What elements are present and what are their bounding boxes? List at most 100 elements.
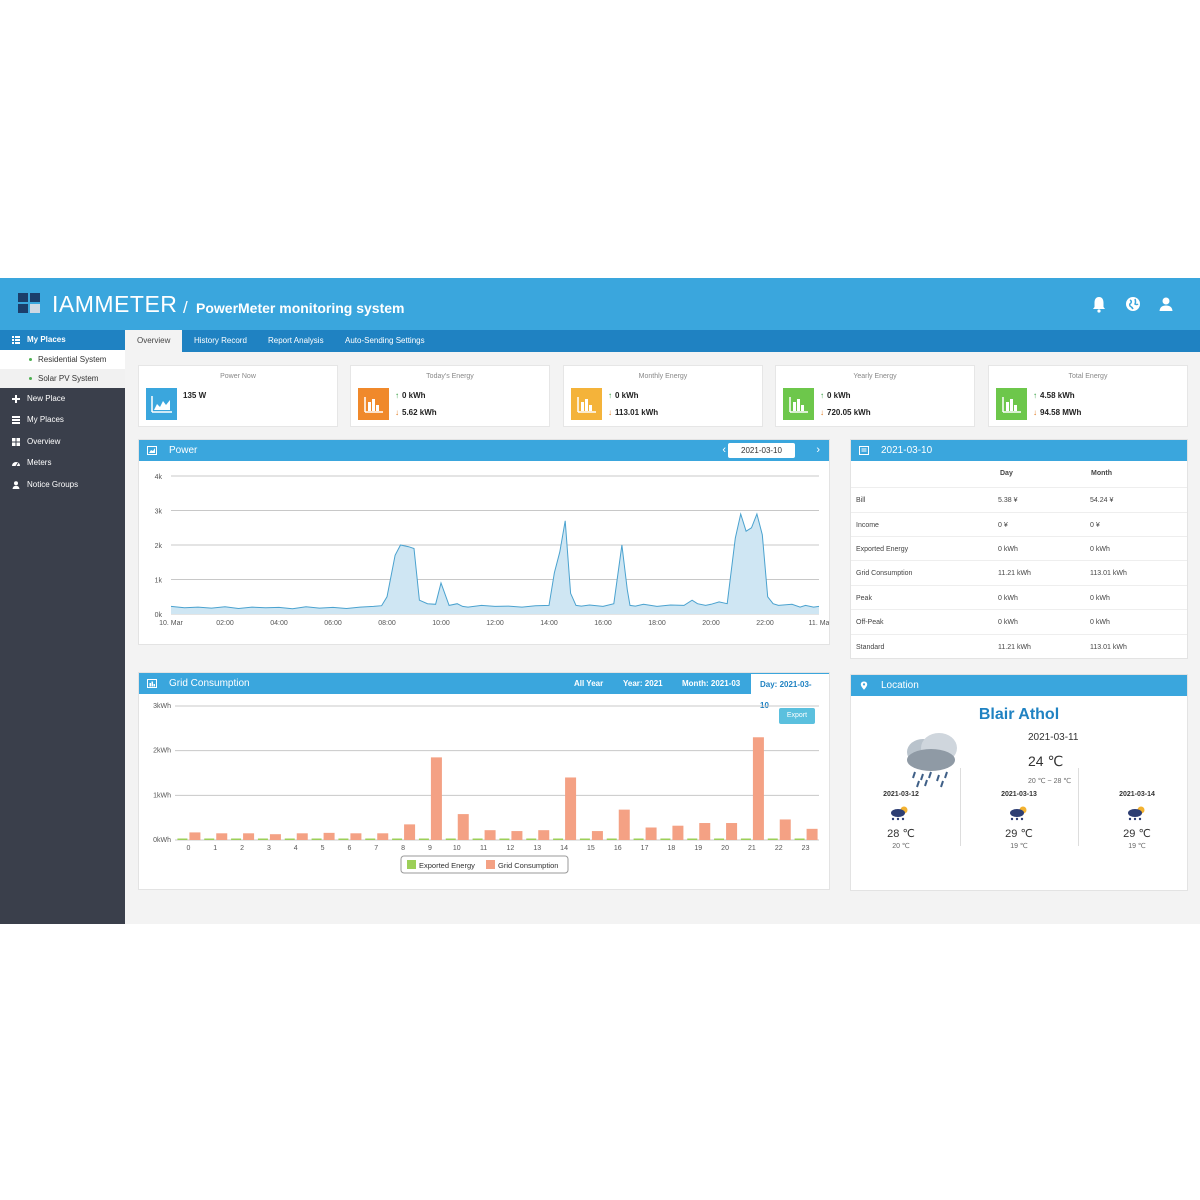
server-icon <box>12 416 20 424</box>
x-tick-label: 16:00 <box>594 620 612 627</box>
top-header: IAMMETER / PowerMeter monitoring system <box>0 278 1200 330</box>
forecast-low: 19 ℃ <box>1128 843 1146 850</box>
bell-icon[interactable] <box>1090 295 1108 313</box>
card-title: Total Energy <box>1068 373 1108 380</box>
sidebar-item-label: My Places <box>27 335 66 344</box>
bar-grid-consumption <box>752 737 764 840</box>
row-month: 54.24 ¥ <box>1090 497 1114 504</box>
brand-name: IAMMETER <box>52 291 178 317</box>
arrow-up-icon: ↑ <box>608 391 612 400</box>
sidebar-item-meters[interactable]: Meters <box>0 453 125 473</box>
tab-history-record[interactable]: History Record <box>194 336 247 345</box>
bar-exported-energy <box>687 838 698 840</box>
bar-exported-energy <box>499 838 510 840</box>
bar-exported-energy <box>714 838 725 840</box>
x-tick-label: 11. Ma <box>809 620 829 627</box>
x-tick-label: 7 <box>374 845 378 852</box>
sidebar-item-label: Overview <box>27 437 61 446</box>
bar-grid-consumption <box>323 832 335 840</box>
bar-grid-consumption <box>296 833 308 840</box>
sidebar-item-overview[interactable]: Overview <box>0 432 125 452</box>
document-icon <box>859 446 869 455</box>
forecast-date: 2021-03-14 <box>1119 791 1155 798</box>
range-tab-month[interactable]: Month: 2021-03 <box>682 679 741 688</box>
row-day: 0 ¥ <box>998 522 1008 529</box>
x-tick-label: 12 <box>507 845 515 852</box>
list-icon <box>12 336 20 344</box>
bar-exported-energy <box>204 838 215 840</box>
x-tick-label: 22:00 <box>756 620 774 627</box>
x-tick-label: 21 <box>748 845 756 852</box>
bar-exported-energy <box>177 838 188 840</box>
x-tick-label: 5 <box>321 845 325 852</box>
x-tick-label: 06:00 <box>324 620 342 627</box>
row-day: 11.21 kWh <box>998 570 1031 577</box>
sidebar-item-label: My Places <box>27 415 64 424</box>
value-text: 0 kWh <box>402 391 426 400</box>
x-tick-label: 10:00 <box>432 620 450 627</box>
tab-auto-sending-settings[interactable]: Auto-Sending Settings <box>345 336 425 345</box>
table-row: Peak 0 kWh 0 kWh <box>851 585 1187 609</box>
tab-report-analysis[interactable]: Report Analysis <box>268 336 324 345</box>
range-tab-year[interactable]: Year: 2021 <box>623 679 663 688</box>
legend-label-exported: Exported Energy <box>419 861 475 870</box>
gauge-icon <box>12 462 20 467</box>
row-label: Peak <box>856 595 872 602</box>
forecast-temperature: 28 ℃ <box>887 828 915 840</box>
card-title: Today's Energy <box>426 373 474 380</box>
prev-date-icon[interactable]: ‹ <box>722 444 726 456</box>
row-label: Exported Energy <box>856 546 909 553</box>
x-tick-label: 15 <box>587 845 595 852</box>
y-tick-label: 1k <box>155 578 163 585</box>
x-tick-label: 6 <box>347 845 351 852</box>
user-icon <box>12 481 20 489</box>
x-tick-label: 22 <box>775 845 783 852</box>
x-tick-label: 04:00 <box>270 620 288 627</box>
card-title: Power Now <box>220 373 256 380</box>
card-total-energy: Total Energy ↑ 4.58 kWh ↓ 94.58 MWh <box>988 365 1188 427</box>
card-value-exported: ↑ 0 kWh <box>395 391 426 400</box>
card-todays-energy: Today's Energy ↑ 0 kWh ↓ 5.62 kWh <box>350 365 550 427</box>
user-icon[interactable] <box>1157 295 1175 313</box>
row-label: Bill <box>856 497 866 504</box>
sidebar-place-solar-pv[interactable]: Solar PV System <box>0 369 125 388</box>
bar-exported-energy <box>418 838 429 840</box>
x-tick-label: 14:00 <box>540 620 558 627</box>
sidebar-item-new-place[interactable]: New Place <box>0 389 125 409</box>
x-tick-label: 8 <box>401 845 405 852</box>
next-date-icon[interactable]: › <box>816 444 820 456</box>
bar-grid-consumption <box>484 830 496 840</box>
card-value: 135 W <box>183 391 207 400</box>
row-day: 0 kWh <box>998 546 1018 553</box>
date-picker[interactable]: 2021-03-10 <box>728 443 795 458</box>
sidebar-place-residential[interactable]: Residential System <box>0 350 125 369</box>
range-tab-all-year[interactable]: All Year <box>574 679 604 688</box>
status-dot <box>29 377 32 380</box>
bar-exported-energy <box>284 838 295 840</box>
bar-exported-energy <box>257 838 268 840</box>
bar-grid-consumption <box>350 833 362 840</box>
forecast-date: 2021-03-12 <box>883 791 919 798</box>
tab-overview[interactable]: Overview <box>125 330 183 352</box>
forecast-low: 19 ℃ <box>1010 843 1028 850</box>
export-button[interactable]: Export <box>779 708 815 724</box>
row-label: Grid Consumption <box>856 570 913 577</box>
bar-exported-energy <box>472 838 483 840</box>
place-label: Residential System <box>38 355 107 364</box>
globe-icon[interactable] <box>1124 295 1142 313</box>
partly-cloudy-rain-icon <box>1010 806 1027 821</box>
plus-icon <box>12 395 20 403</box>
range-tab-day[interactable]: Day: 2021-03-10 <box>751 673 829 710</box>
bar-grid-consumption <box>726 823 738 840</box>
arrow-down-icon: ↓ <box>1033 408 1037 417</box>
y-tick-label: 1kWh <box>153 792 171 799</box>
sidebar-item-my-places[interactable]: My Places <box>0 410 125 430</box>
sidebar-item-notice-groups[interactable]: Notice Groups <box>0 475 125 495</box>
bar-chart-icon <box>147 679 157 688</box>
row-month: 0 kWh <box>1090 595 1110 602</box>
arrow-up-icon: ↑ <box>820 391 824 400</box>
sidebar-item-my-places-header[interactable]: My Places <box>0 330 125 350</box>
grid-icon <box>12 438 20 446</box>
card-value-consumed: ↓ 720.05 kWh <box>820 408 871 417</box>
power-chart: 0k 1k 2k 3k 4k 10. Mar 02:00 04:00 06:00 08:00 10:… <box>155 474 829 627</box>
